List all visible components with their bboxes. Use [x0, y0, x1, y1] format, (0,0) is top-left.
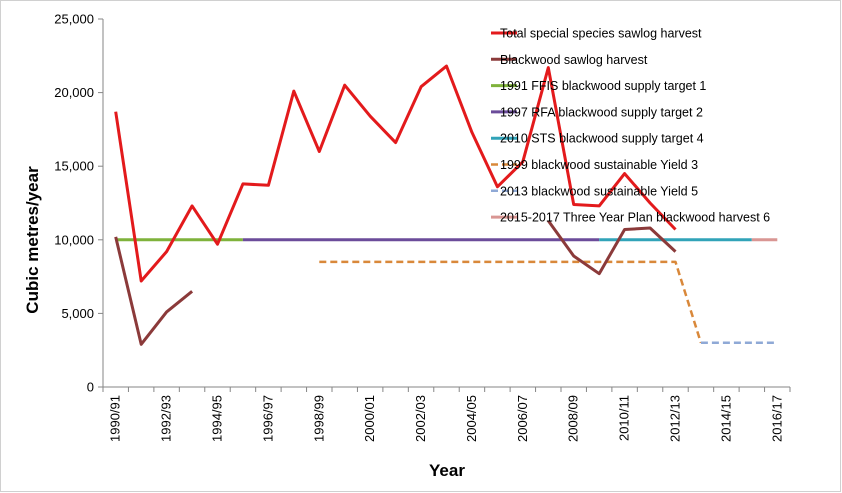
x-tick-label: 1992/93 [159, 395, 174, 442]
y-tick-label: 10,000 [54, 232, 94, 247]
legend-label: 1991 FFIS blackwood supply target 1 [500, 79, 706, 93]
x-tick-label: 1994/95 [210, 395, 225, 442]
legend-label: Total special species sawlog harvest [500, 27, 702, 41]
legend-label: 2015-2017 Three Year Plan blackwood harv… [500, 211, 770, 225]
series-layer [114, 64, 778, 346]
x-tick-label: 1996/97 [260, 395, 275, 442]
legend-label: Blackwood sawlog harvest [500, 53, 648, 67]
y-tick-label: 0 [87, 380, 94, 395]
x-tick-label: 1990/91 [108, 395, 123, 442]
series-line [319, 260, 703, 344]
x-tick-label: 2006/07 [515, 395, 530, 442]
x-tick-label: 2016/17 [769, 395, 784, 442]
x-tick-label: 2010/11 [617, 395, 632, 441]
x-tick-label: 2008/09 [566, 395, 581, 442]
legend-label: 1997 RFA blackwood supply target 2 [500, 105, 703, 119]
y-tick-label: 5,000 [61, 306, 94, 321]
y-tick-label: 15,000 [54, 159, 94, 174]
x-tick-label: 2004/05 [464, 395, 479, 442]
legend-label: 2013 blackwood sustainable Yield 5 [500, 184, 698, 198]
y-tick-label: 25,000 [54, 12, 94, 27]
legend-label: 2010 STS blackwood supply target 4 [500, 132, 704, 146]
series-line [114, 64, 677, 283]
x-tick-label: 2000/01 [362, 395, 377, 442]
x-tick-label: 2012/13 [668, 395, 683, 442]
x-tick-label: 1998/99 [311, 395, 326, 442]
series-line [547, 219, 677, 276]
x-axis-title: Year [429, 461, 465, 480]
x-tick-label: 2002/03 [413, 395, 428, 442]
legend-label: 1999 blackwood sustainable Yield 3 [500, 158, 698, 172]
axes-layer: 0 5,000 10,000 15,000 20,000 25,000 1990/91 199… [54, 12, 791, 442]
series-line [114, 236, 194, 346]
y-tick-label: 20,000 [54, 85, 94, 100]
x-tick-label: 2014/15 [718, 395, 733, 442]
legend: Total special species sawlog harvest Blac… [491, 27, 770, 225]
y-axis-title: Cubic metres/year [23, 166, 42, 314]
